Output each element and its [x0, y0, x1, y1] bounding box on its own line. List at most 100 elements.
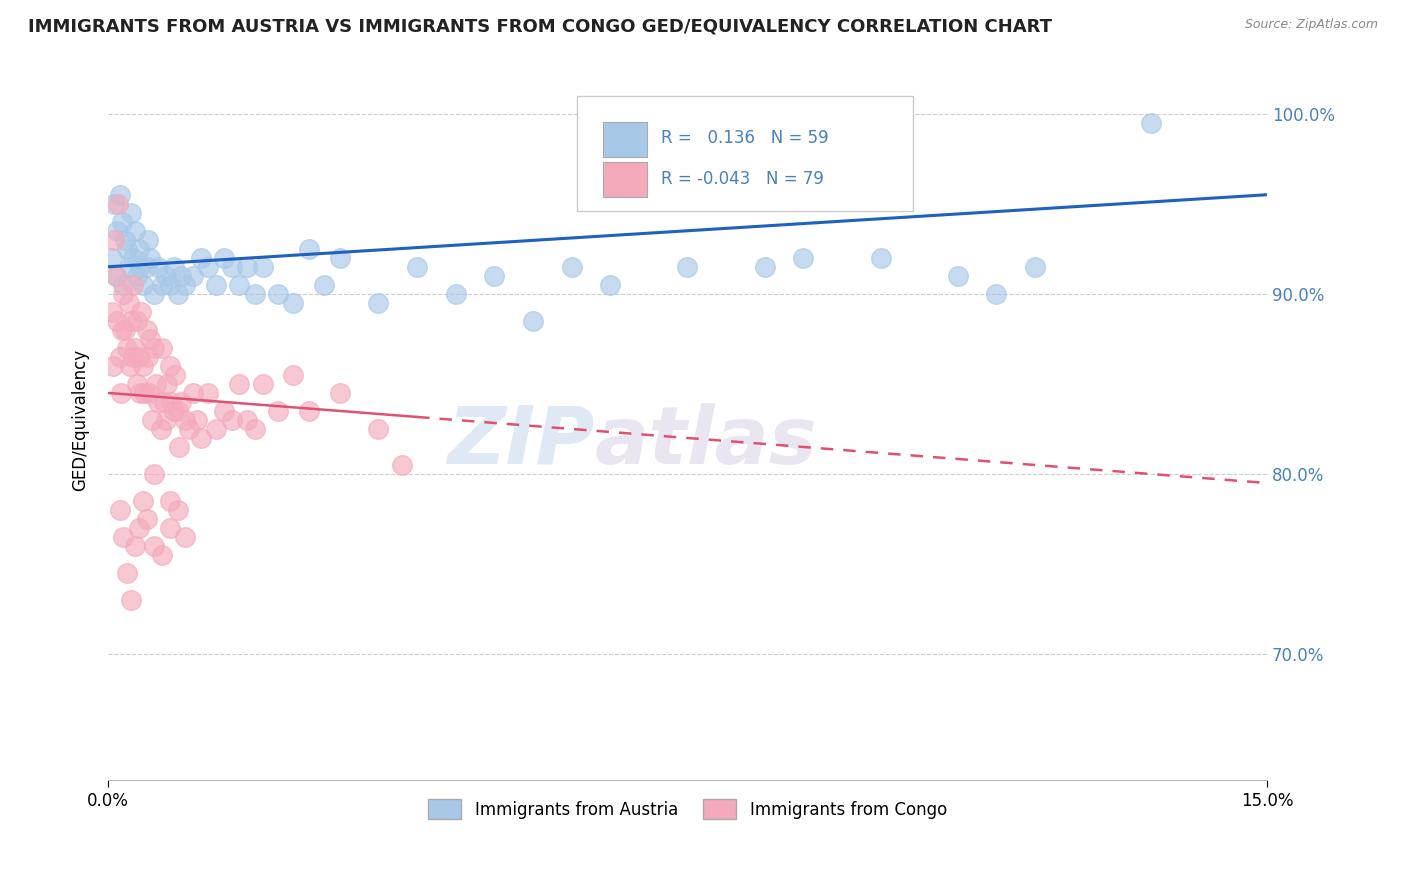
Point: [236, 260, 259, 274]
Point: [107, 196, 129, 211]
Point: [406, 260, 429, 274]
Point: [121, 251, 143, 265]
Point: [143, 341, 166, 355]
Point: [236, 413, 259, 427]
Point: [138, 385, 160, 400]
Point: [221, 413, 243, 427]
Point: [108, 350, 131, 364]
Point: [114, 233, 136, 247]
Point: [298, 242, 321, 256]
Point: [135, 260, 157, 274]
Point: [120, 314, 142, 328]
Point: [135, 512, 157, 526]
Point: [599, 277, 621, 292]
Point: [212, 251, 235, 265]
Point: [166, 286, 188, 301]
Point: [163, 260, 186, 274]
Point: [150, 548, 173, 562]
Point: [155, 413, 177, 427]
Point: [136, 350, 159, 364]
Point: [108, 503, 131, 517]
Point: [117, 242, 139, 256]
Point: [190, 431, 212, 445]
Point: [105, 314, 128, 328]
Point: [283, 368, 305, 382]
Point: [152, 395, 174, 409]
Point: [114, 323, 136, 337]
Point: [101, 251, 124, 265]
Point: [139, 332, 162, 346]
FancyBboxPatch shape: [603, 162, 647, 196]
Point: [127, 314, 149, 328]
Point: [124, 539, 146, 553]
FancyBboxPatch shape: [603, 122, 647, 157]
Point: [163, 404, 186, 418]
Point: [792, 251, 814, 265]
Point: [128, 242, 150, 256]
Point: [118, 296, 141, 310]
Point: [135, 323, 157, 337]
Point: [118, 260, 141, 274]
Point: [132, 494, 155, 508]
Point: [128, 521, 150, 535]
Point: [159, 277, 181, 292]
Text: Source: ZipAtlas.com: Source: ZipAtlas.com: [1244, 18, 1378, 31]
Point: [104, 268, 127, 283]
Point: [329, 385, 352, 400]
Point: [103, 359, 125, 373]
Point: [166, 404, 188, 418]
Point: [165, 368, 187, 382]
Point: [391, 458, 413, 472]
Point: [170, 395, 193, 409]
Point: [243, 422, 266, 436]
Point: [1140, 116, 1163, 130]
Point: [156, 376, 179, 391]
Point: [298, 404, 321, 418]
Point: [946, 268, 969, 283]
Point: [155, 268, 177, 283]
Point: [141, 413, 163, 427]
Point: [228, 376, 250, 391]
Point: [105, 224, 128, 238]
Point: [103, 196, 125, 211]
Legend: Immigrants from Austria, Immigrants from Congo: Immigrants from Austria, Immigrants from…: [422, 792, 953, 826]
Point: [143, 467, 166, 481]
Point: [174, 530, 197, 544]
Point: [143, 286, 166, 301]
Point: [129, 260, 152, 274]
Point: [166, 503, 188, 517]
Text: ZIP: ZIP: [447, 402, 595, 481]
Point: [252, 260, 274, 274]
Point: [112, 530, 135, 544]
Point: [108, 187, 131, 202]
Point: [484, 268, 506, 283]
Point: [221, 260, 243, 274]
Y-axis label: GED/Equivalency: GED/Equivalency: [72, 349, 89, 491]
Point: [212, 404, 235, 418]
Point: [197, 260, 219, 274]
Point: [676, 260, 699, 274]
Point: [139, 251, 162, 265]
Point: [243, 286, 266, 301]
Point: [129, 305, 152, 319]
Point: [522, 314, 544, 328]
Point: [160, 395, 183, 409]
Point: [561, 260, 583, 274]
Point: [112, 286, 135, 301]
Point: [127, 268, 149, 283]
Point: [314, 277, 336, 292]
Text: IMMIGRANTS FROM AUSTRIA VS IMMIGRANTS FROM CONGO GED/EQUIVALENCY CORRELATION CHA: IMMIGRANTS FROM AUSTRIA VS IMMIGRANTS FR…: [28, 18, 1052, 36]
Point: [367, 422, 389, 436]
Point: [112, 277, 135, 292]
Point: [148, 260, 170, 274]
Point: [283, 296, 305, 310]
Point: [136, 233, 159, 247]
Point: [170, 268, 193, 283]
Point: [124, 341, 146, 355]
Point: [1024, 260, 1046, 274]
Point: [159, 494, 181, 508]
Point: [205, 422, 228, 436]
Point: [252, 376, 274, 391]
Point: [367, 296, 389, 310]
Point: [120, 206, 142, 220]
